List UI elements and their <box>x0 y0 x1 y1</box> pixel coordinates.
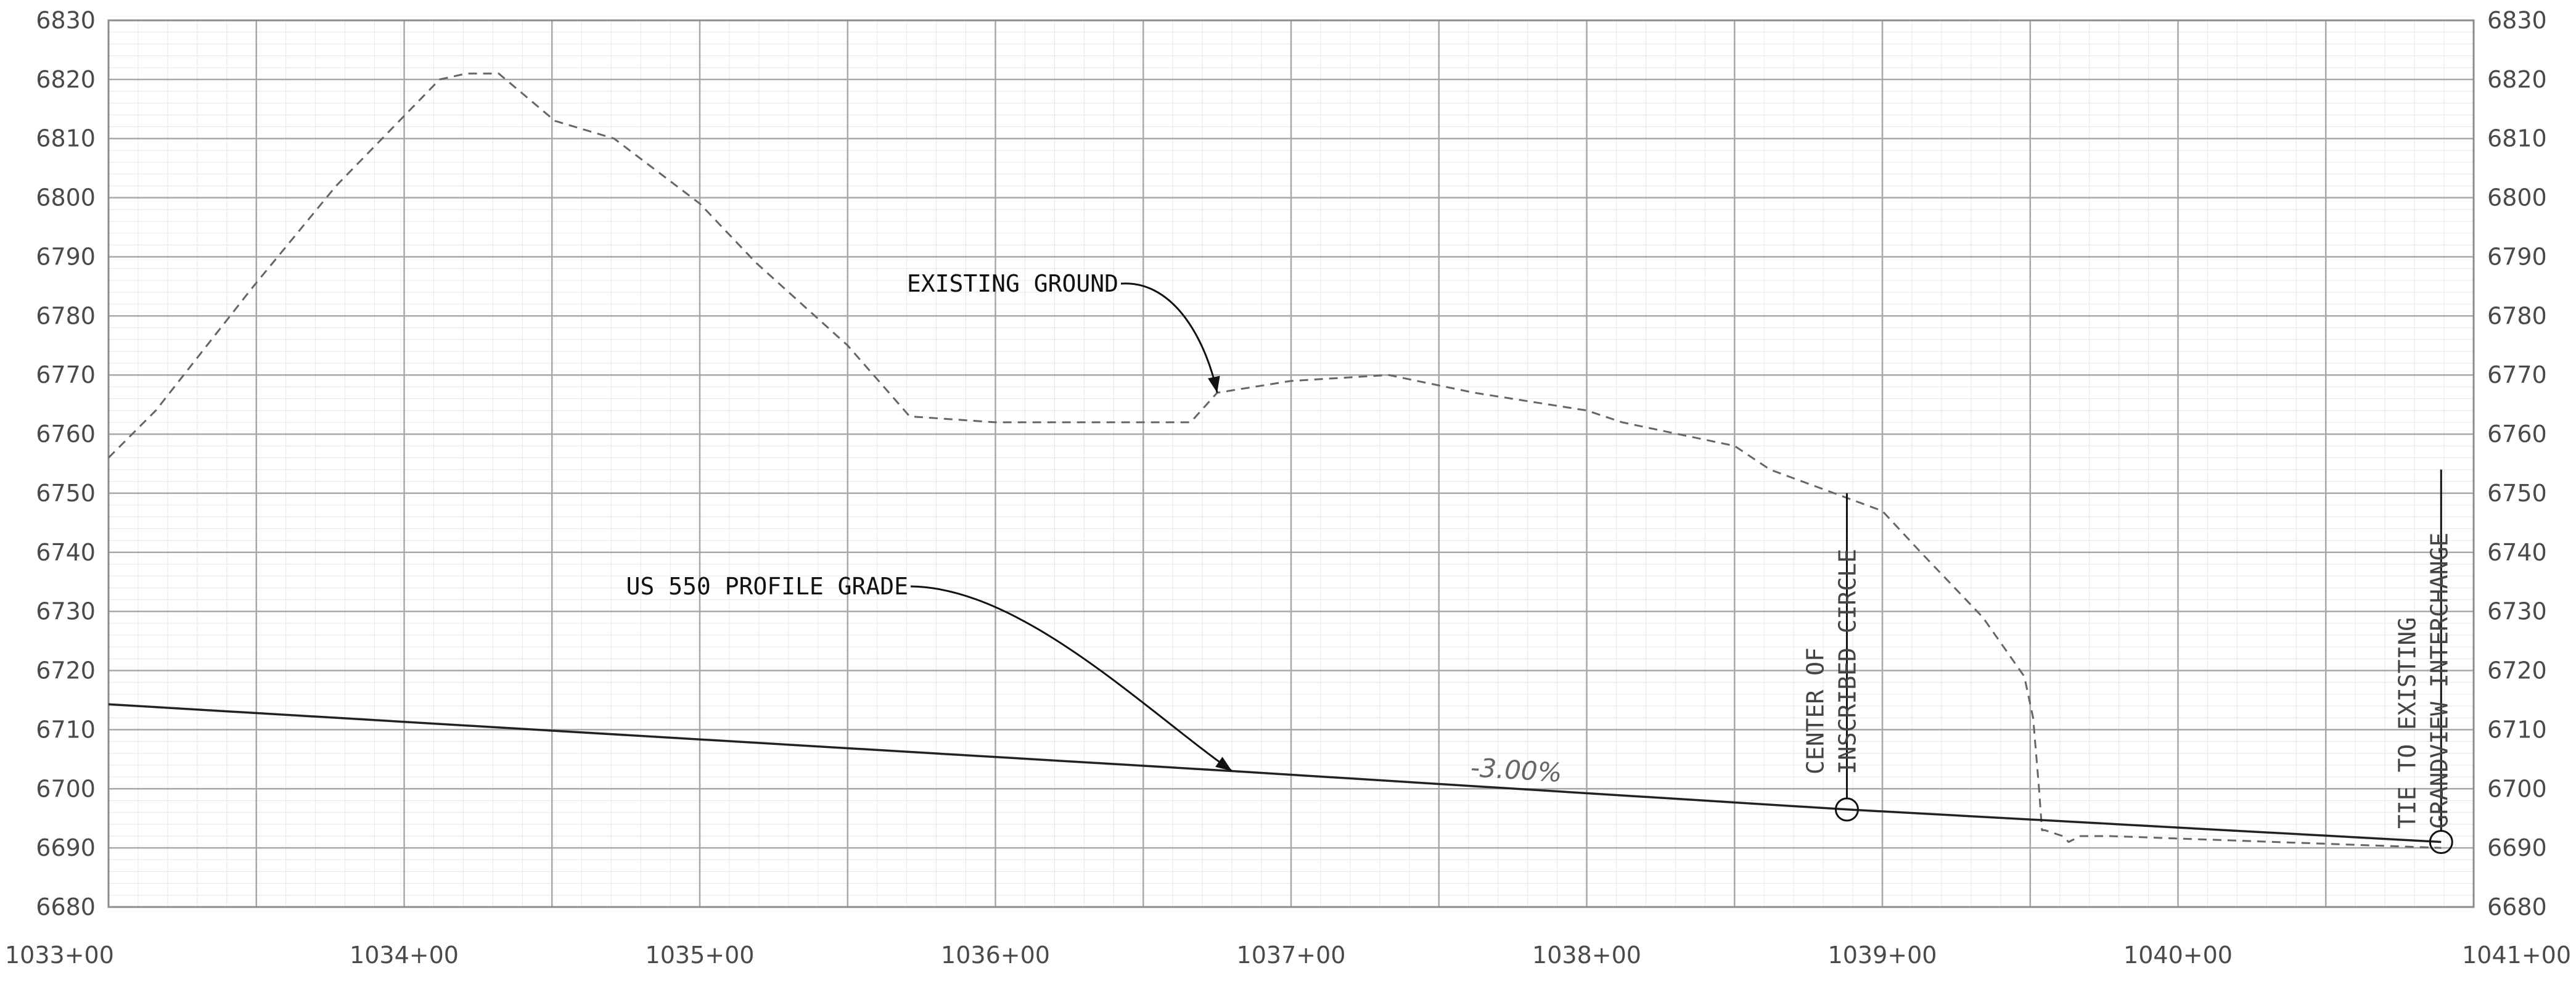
y-tick-label-left: 6820 <box>36 66 96 93</box>
x-tick-label: 1037+00 <box>1237 942 1346 969</box>
y-tick-label-left: 6750 <box>36 480 96 507</box>
y-tick-label-right: 6760 <box>2487 421 2547 448</box>
station-markers <box>1834 469 2453 855</box>
y-tick-label-left: 6780 <box>36 302 96 329</box>
y-tick-label-right: 6700 <box>2487 775 2547 802</box>
y-tick-label-left: 6730 <box>36 598 96 625</box>
existing-ground-leader <box>1120 282 1218 393</box>
existing-ground-label: EXISTING GROUND <box>907 270 1118 297</box>
y-tick-label-left: 6770 <box>36 361 96 388</box>
y-axis-right: 6680 6690 6700 6710 6720 6730 6740 6750 6760 6770… <box>2487 7 2547 921</box>
profile-grade-leader-arrowhead <box>1215 757 1233 771</box>
existing-ground-leader-arrowhead <box>1208 376 1220 393</box>
y-tick-label-left: 6700 <box>36 775 96 802</box>
center-of-inscribed-circle-marker-circle <box>1834 797 1859 822</box>
y-tick-label-left: 6690 <box>36 834 96 861</box>
x-tick-label: 1038+00 <box>1532 942 1641 969</box>
y-tick-label-right: 6780 <box>2487 302 2547 329</box>
y-tick-label-right: 6730 <box>2487 598 2547 625</box>
y-tick-label-left: 6720 <box>36 657 96 684</box>
us-550-profile-grade-line <box>108 703 2442 843</box>
x-tick-label: 1035+00 <box>646 942 755 969</box>
y-tick-label-right: 6790 <box>2487 243 2547 270</box>
y-tick-label-left: 6790 <box>36 243 96 270</box>
y-tick-label-left: 6680 <box>36 893 96 921</box>
x-tick-label: 1039+00 <box>1828 942 1937 969</box>
grade-label: -3.00% <box>1470 752 1563 788</box>
series-layer <box>107 72 2442 849</box>
y-tick-label-right: 6680 <box>2487 893 2547 921</box>
tie-label-line2: GRANDVIEW INTERCHANGE <box>2426 533 2453 829</box>
y-tick-label-left: 6740 <box>36 539 96 566</box>
y-tick-label-right: 6770 <box>2487 361 2547 388</box>
x-tick-label: 1041+00 <box>2462 942 2571 969</box>
x-tick-label: 1036+00 <box>941 942 1050 969</box>
plot-frame <box>107 19 2475 908</box>
tie-label-line1: TIE TO EXISTING <box>2393 617 2421 829</box>
x-axis: 1033+00 1034+00 1035+00 1036+00 1037+00 1038+… <box>5 942 2571 969</box>
center-label-line1: CENTER OF <box>1802 647 1829 774</box>
x-tick-label: 1033+00 <box>5 942 114 969</box>
y-axis-left: 6680 6690 6700 6710 6720 6730 6740 6750 6760 6770… <box>36 7 96 921</box>
y-tick-label-right: 6740 <box>2487 539 2547 566</box>
y-tick-label-right: 6810 <box>2487 125 2547 152</box>
y-tick-label-left: 6710 <box>36 716 96 743</box>
tie-to-existing-marker-circle <box>2429 830 2453 855</box>
y-tick-label-right: 6820 <box>2487 66 2547 93</box>
profile-grade-leader <box>910 585 1233 772</box>
center-label-line2: INSCRIBED CIRCLE <box>1834 549 1861 774</box>
existing-ground-line <box>107 72 2442 849</box>
y-tick-label-left: 6800 <box>36 184 96 211</box>
y-tick-label-left: 6830 <box>36 7 96 34</box>
y-tick-label-right: 6710 <box>2487 716 2547 743</box>
profile-grade-label: US 550 PROFILE GRADE <box>626 573 908 600</box>
x-tick-label: 1034+00 <box>350 942 459 969</box>
x-tick-label: 1040+00 <box>2123 942 2233 969</box>
y-tick-label-right: 6720 <box>2487 657 2547 684</box>
y-tick-label-right: 6690 <box>2487 834 2547 861</box>
y-tick-label-right: 6800 <box>2487 184 2547 211</box>
y-tick-label-left: 6810 <box>36 125 96 152</box>
y-tick-label-right: 6830 <box>2487 7 2547 34</box>
y-tick-label-left: 6760 <box>36 421 96 448</box>
y-tick-label-right: 6750 <box>2487 480 2547 507</box>
